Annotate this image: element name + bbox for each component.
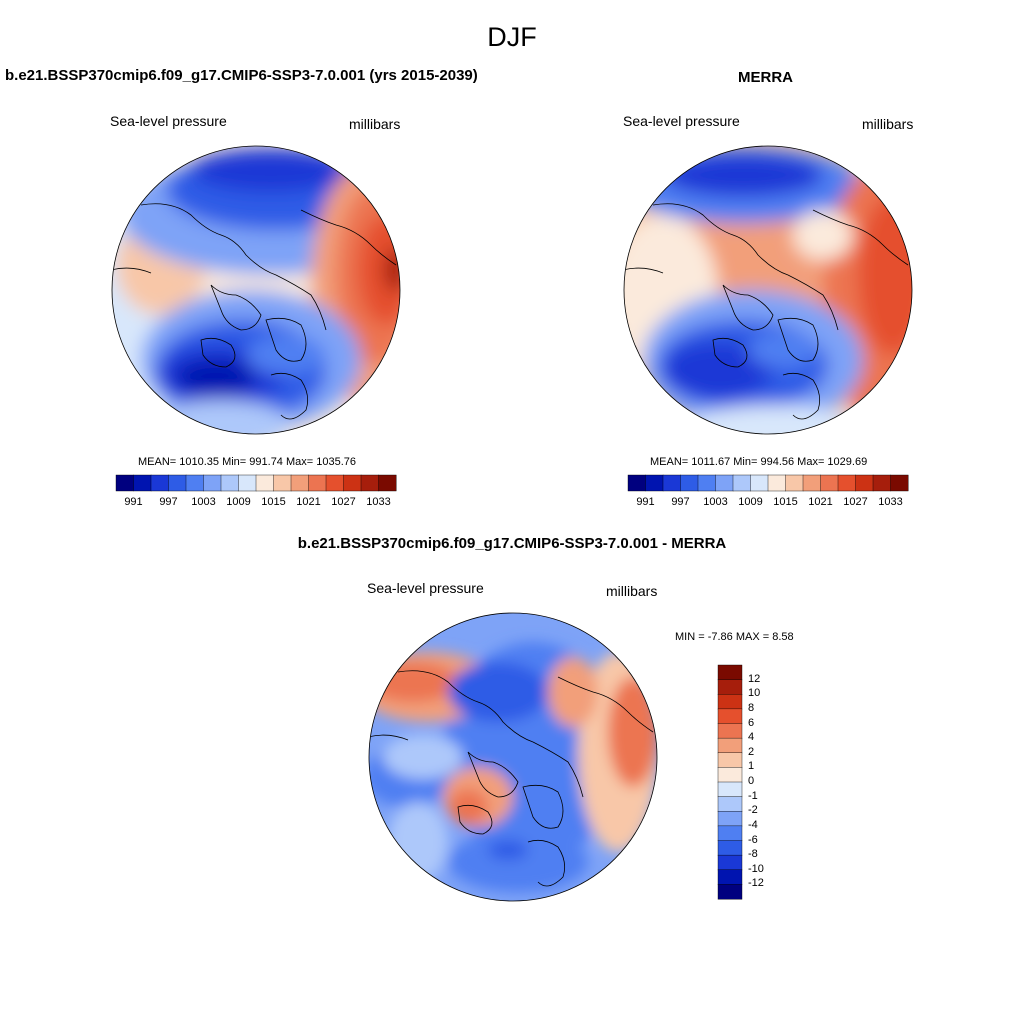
colorbar-swatch (872, 474, 891, 492)
colorbar-swatch (203, 474, 222, 492)
colorbar-swatch (717, 664, 743, 681)
colorbar-swatch (717, 825, 743, 842)
colorbar-tick-label: 1003 (703, 496, 728, 508)
colorbar-swatch (255, 474, 274, 492)
colorbar-swatch (717, 737, 743, 754)
colorbar-swatch (115, 474, 134, 492)
colorbar-swatch (785, 474, 804, 492)
colorbar-swatch (717, 811, 743, 827)
colorbar-tick-label: 1033 (366, 496, 391, 508)
panel1-colorbar (115, 474, 397, 492)
colorbar-swatch (717, 723, 743, 739)
main-title: DJF (487, 22, 537, 52)
panel2-map (623, 145, 913, 435)
colorbar-swatch (697, 474, 716, 492)
colorbar-tick-label: 997 (159, 496, 178, 508)
colorbar-tick-label: 4 (748, 731, 755, 744)
colorbar-tick-label: 997 (671, 496, 690, 508)
colorbar-swatch (238, 474, 257, 492)
colorbar-swatch (820, 474, 839, 492)
colorbar-swatch (662, 474, 681, 492)
colorbar-tick-label: 12 (748, 672, 761, 685)
panel2-stats: MEAN= 1011.67 Min= 994.56 Max= 1029.69 (650, 456, 868, 468)
colorbar-swatch (890, 474, 909, 492)
panel3-stats: MIN = -7.86 MAX = 8.58 (675, 631, 794, 643)
panel3-title: b.e21.BSSP370cmip6.f09_g17.CMIP6-SSP3-7.… (297, 535, 727, 552)
colorbar-swatch (855, 474, 874, 492)
colorbar-swatch (150, 474, 169, 492)
colorbar-tick-label: 6 (748, 716, 755, 729)
colorbar-swatch (645, 474, 664, 492)
colorbar-swatch (325, 474, 344, 492)
colorbar-tick-label: 8 (748, 701, 755, 714)
colorbar-swatch (715, 474, 734, 492)
panel1-stats: MEAN= 1010.35 Min= 991.74 Max= 1035.76 (138, 456, 357, 468)
colorbar-swatch (732, 474, 751, 492)
colorbar-swatch (220, 474, 239, 492)
colorbar-swatch (717, 796, 743, 812)
colorbar-swatch (185, 474, 204, 492)
colorbar-swatch (290, 474, 309, 492)
colorbar-tick-label: -4 (748, 818, 758, 831)
colorbar-swatch (133, 474, 152, 492)
colorbar-tick-label: 1 (748, 760, 755, 773)
panel2-variable-label: Sea-level pressure (623, 113, 740, 129)
colorbar-tick-label: 991 (636, 496, 655, 508)
colorbar-swatch (717, 679, 743, 695)
colorbar-tick-label: 1009 (738, 496, 763, 508)
colorbar-swatch (717, 767, 743, 783)
colorbar-tick-label: 1021 (296, 496, 321, 508)
colorbar-swatch (802, 474, 821, 492)
colorbar-tick-label: 1015 (773, 496, 798, 508)
colorbar-swatch (750, 474, 769, 492)
colorbar-tick-label: 1009 (226, 496, 251, 508)
panel3-variable-label: Sea-level pressure (367, 580, 484, 596)
colorbar-tick-label: -1 (748, 789, 758, 802)
colorbar-swatch (717, 884, 743, 900)
colorbar-swatch (717, 708, 743, 725)
colorbar-swatch (717, 854, 743, 871)
colorbar-tick-label: 1021 (808, 496, 833, 508)
colorbar-tick-label: 1033 (878, 496, 903, 508)
colorbar-swatch (168, 474, 187, 492)
panel1-variable-label: Sea-level pressure (110, 113, 227, 129)
panel3-colorbar (717, 664, 743, 900)
colorbar-tick-label: 991 (124, 496, 143, 508)
panel1-title: b.e21.BSSP370cmip6.f09_g17.CMIP6-SSP3-7.… (5, 67, 478, 84)
colorbar-tick-label: 2 (748, 745, 755, 758)
colorbar-swatch (717, 781, 743, 798)
colorbar-swatch (378, 474, 397, 492)
colorbar-tick-label: 1003 (191, 496, 216, 508)
colorbar-tick-label: 1027 (843, 496, 868, 508)
panel2-units-label: millibars (862, 116, 914, 132)
colorbar-tick-label: 0 (748, 775, 755, 787)
panel2-colorbar (627, 474, 909, 492)
panel3-map (368, 612, 658, 902)
colorbar-swatch (308, 474, 327, 492)
panel3-units-label: millibars (606, 583, 658, 599)
colorbar-tick-label: 10 (748, 687, 761, 700)
colorbar-swatch (273, 474, 292, 492)
panel1-map (111, 145, 401, 435)
colorbar-swatch (717, 840, 743, 856)
colorbar-swatch (343, 474, 362, 492)
colorbar-swatch (717, 752, 743, 768)
colorbar-tick-label: -8 (748, 848, 758, 861)
colorbar-swatch (360, 474, 379, 492)
colorbar-swatch (717, 694, 743, 710)
colorbar-tick-label: -12 (748, 877, 764, 890)
colorbar-swatch (717, 869, 743, 885)
colorbar-swatch (627, 474, 646, 492)
colorbar-tick-label: -6 (748, 833, 758, 846)
colorbar-swatch (767, 474, 786, 492)
colorbar-swatch (680, 474, 699, 492)
colorbar-tick-label: 1027 (331, 496, 356, 508)
panel2-title: MERRA (738, 69, 793, 86)
colorbar-tick-label: 1015 (261, 496, 286, 508)
colorbar-tick-label: -2 (748, 804, 758, 817)
colorbar-swatch (837, 474, 856, 492)
panel1-units-label: millibars (349, 116, 401, 132)
colorbar-tick-label: -10 (748, 862, 764, 875)
